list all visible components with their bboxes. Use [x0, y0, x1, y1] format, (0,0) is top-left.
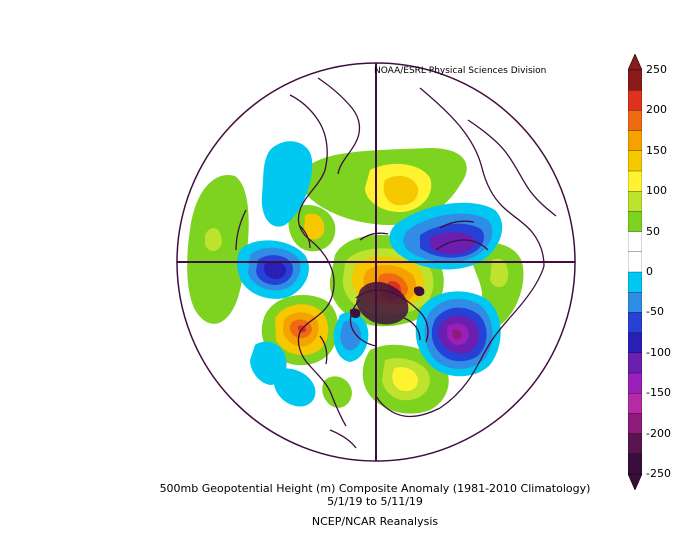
map-boundary — [176, 62, 576, 462]
caption-dates: 5/1/19 to 5/11/19 — [327, 495, 423, 508]
colorbar-top-arrow — [628, 54, 642, 71]
colorbar-tick-label: 50 — [646, 224, 660, 238]
colorbar-swatch — [628, 191, 642, 213]
colorbar-swatch — [628, 271, 642, 293]
colorbar-swatch — [628, 332, 642, 354]
credit-text: NOAA/ESRL Physical Sciences Division — [374, 66, 547, 76]
colorbar-swatch — [628, 413, 642, 435]
colorbar-tick-label: -50 — [646, 305, 664, 319]
colorbar-swatch — [628, 130, 642, 152]
colorbar-swatch — [628, 110, 642, 132]
coastlines — [235, 77, 557, 449]
colorbar-tick-label: -100 — [646, 345, 671, 359]
colorbar-tick-label: -150 — [646, 386, 671, 400]
colorbar-swatch — [628, 90, 642, 112]
colorbar-swatch — [628, 170, 642, 192]
caption-title: 500mb Geopotential Height (m) Composite … — [159, 482, 591, 495]
colorbar-swatch — [628, 372, 642, 394]
colorbar-tick-label: 100 — [646, 184, 667, 198]
colorbar-swatch — [628, 231, 642, 253]
arctic-archipelago-cluster — [350, 281, 425, 325]
caption-dataset: NCEP/NCAR Reanalysis — [311, 515, 439, 528]
colorbar-tick-label: -250 — [646, 467, 671, 480]
colorbar-tick-label: 200 — [646, 103, 667, 117]
colorbar-tick-label: 150 — [646, 143, 667, 157]
colorbar-swatch — [628, 453, 642, 475]
colorbar-swatch — [628, 211, 642, 233]
colorbar-bottom-arrow — [628, 473, 642, 490]
colorbar-tick-label: 0 — [646, 265, 653, 278]
colorbar-swatch — [628, 251, 642, 273]
colorbar-swatch — [628, 69, 642, 91]
colorbar-swatch — [628, 292, 642, 314]
colorbar-swatch — [628, 433, 642, 455]
colorbar-swatch — [628, 352, 642, 374]
colorbar-tick-label: -200 — [646, 426, 671, 440]
colorbar-swatch — [628, 150, 642, 172]
colorbar — [628, 54, 642, 490]
colorbar-tick-label: 250 — [646, 63, 667, 76]
colorbar-swatch — [628, 312, 642, 334]
colorbar-swatch — [628, 393, 642, 415]
